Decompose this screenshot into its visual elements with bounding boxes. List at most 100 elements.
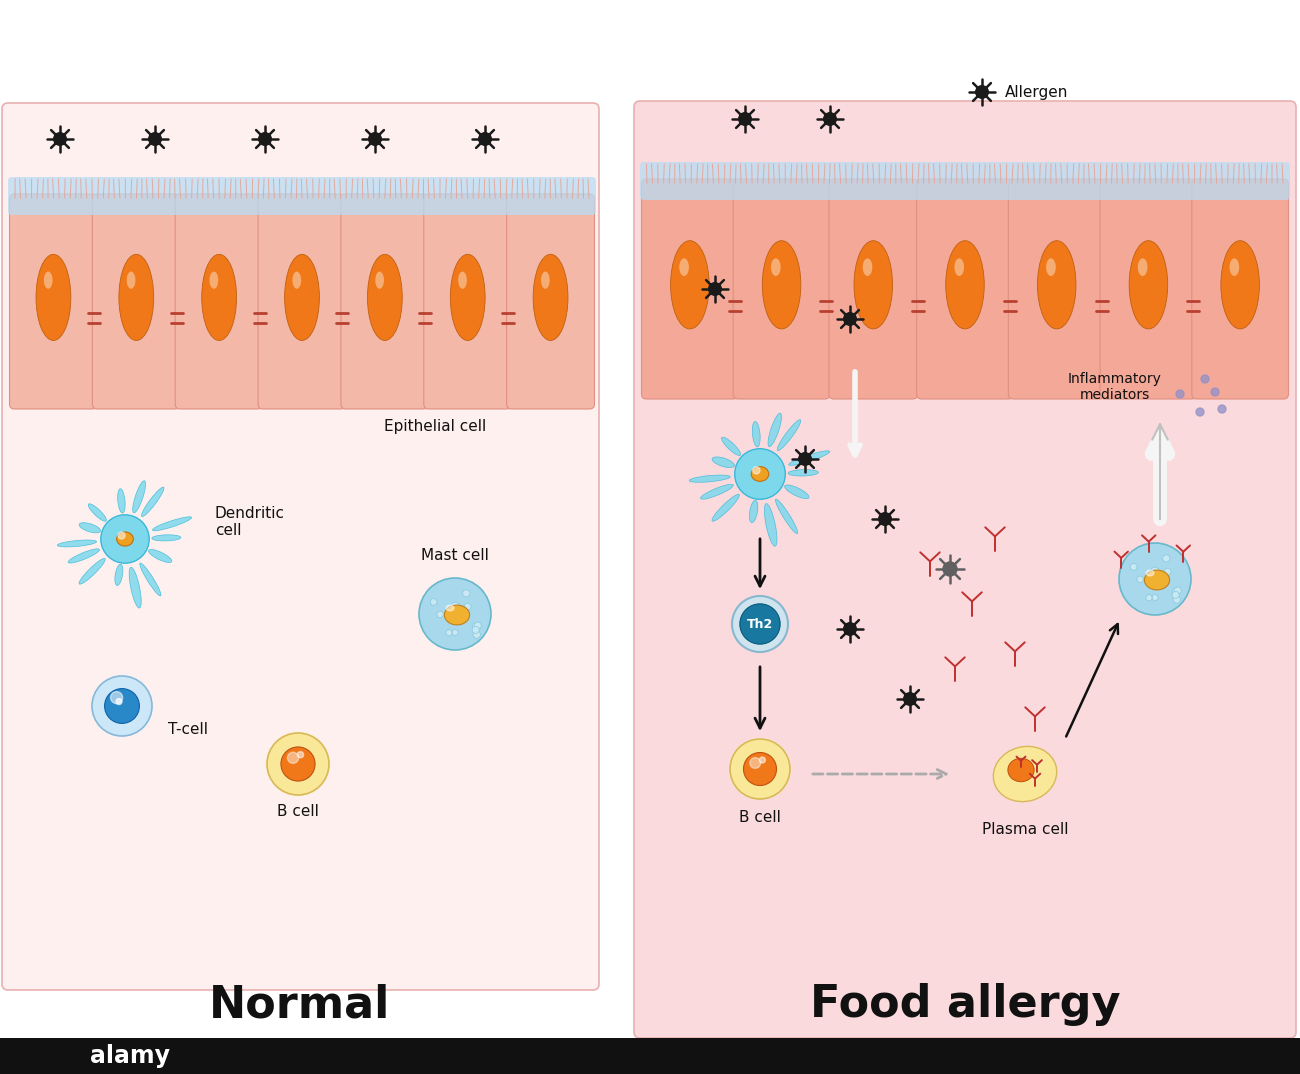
Circle shape [446,629,452,636]
Ellipse shape [376,272,384,289]
Circle shape [472,626,480,634]
Ellipse shape [533,255,568,340]
Ellipse shape [854,241,893,329]
FancyBboxPatch shape [3,103,599,990]
Circle shape [266,732,329,795]
Circle shape [104,688,139,724]
Ellipse shape [209,272,218,289]
Circle shape [472,623,478,629]
Ellipse shape [202,255,237,340]
Circle shape [1162,555,1170,562]
Text: T-cell: T-cell [168,722,208,737]
Circle shape [740,604,780,644]
Ellipse shape [68,549,100,563]
Circle shape [118,532,125,539]
Circle shape [744,753,776,785]
Circle shape [451,603,459,610]
Circle shape [734,449,785,499]
Circle shape [91,674,153,738]
Circle shape [844,313,857,325]
FancyBboxPatch shape [733,179,829,400]
Ellipse shape [133,481,146,513]
Text: Epithelial cell: Epithelial cell [384,419,486,434]
Circle shape [708,282,722,295]
Text: Plasma cell: Plasma cell [982,822,1069,837]
Circle shape [1150,567,1160,576]
Ellipse shape [79,558,105,584]
Ellipse shape [140,563,161,596]
Circle shape [148,133,161,145]
FancyBboxPatch shape [641,179,738,400]
Circle shape [101,514,150,563]
Circle shape [111,692,122,703]
Ellipse shape [788,469,819,476]
Ellipse shape [751,466,768,481]
FancyBboxPatch shape [1192,179,1288,400]
Circle shape [116,698,122,705]
FancyBboxPatch shape [176,194,263,409]
Circle shape [1119,543,1191,615]
Circle shape [265,731,330,797]
Circle shape [1145,595,1152,600]
FancyBboxPatch shape [1009,179,1105,400]
Ellipse shape [776,499,798,534]
Ellipse shape [541,272,550,289]
Text: alamy: alamy [90,1044,170,1068]
Circle shape [1165,568,1171,576]
Ellipse shape [114,564,124,585]
Text: Normal: Normal [209,984,391,1027]
FancyBboxPatch shape [8,177,595,215]
Circle shape [287,752,299,764]
Circle shape [1218,405,1226,413]
Circle shape [1173,592,1179,598]
Ellipse shape [863,259,872,276]
Circle shape [942,562,957,576]
Circle shape [824,113,836,126]
Ellipse shape [789,451,829,465]
Text: Dendritic
cell: Dendritic cell [214,506,285,538]
Text: B cell: B cell [277,804,318,819]
Ellipse shape [450,255,485,340]
Ellipse shape [285,255,320,340]
Ellipse shape [671,241,709,329]
Circle shape [879,512,892,525]
Ellipse shape [1130,241,1167,329]
Ellipse shape [1008,758,1034,782]
FancyBboxPatch shape [424,194,512,409]
Circle shape [738,113,751,126]
Ellipse shape [722,437,741,455]
Ellipse shape [1037,241,1076,329]
Ellipse shape [1046,259,1056,276]
Ellipse shape [117,532,134,546]
Ellipse shape [771,259,780,276]
Ellipse shape [126,272,135,289]
Ellipse shape [749,500,758,523]
Ellipse shape [1144,570,1170,590]
FancyBboxPatch shape [829,179,918,400]
Ellipse shape [118,489,125,513]
Ellipse shape [458,272,467,289]
Circle shape [463,590,469,597]
Circle shape [753,466,760,474]
Circle shape [452,629,458,636]
Circle shape [281,746,315,781]
Circle shape [1212,388,1219,396]
Circle shape [1201,375,1209,383]
Circle shape [450,615,458,624]
Ellipse shape [36,255,70,340]
Bar [0,1037,1300,1074]
Ellipse shape [762,241,801,329]
Ellipse shape [1221,241,1260,329]
FancyBboxPatch shape [341,194,429,409]
Text: Th2: Th2 [747,618,773,630]
Ellipse shape [764,504,777,547]
Ellipse shape [993,746,1057,801]
Circle shape [750,757,760,768]
Circle shape [1152,594,1158,600]
Ellipse shape [88,504,107,521]
Circle shape [464,604,471,610]
Ellipse shape [945,241,984,329]
FancyBboxPatch shape [507,194,594,409]
Circle shape [798,453,811,465]
Circle shape [759,757,766,763]
